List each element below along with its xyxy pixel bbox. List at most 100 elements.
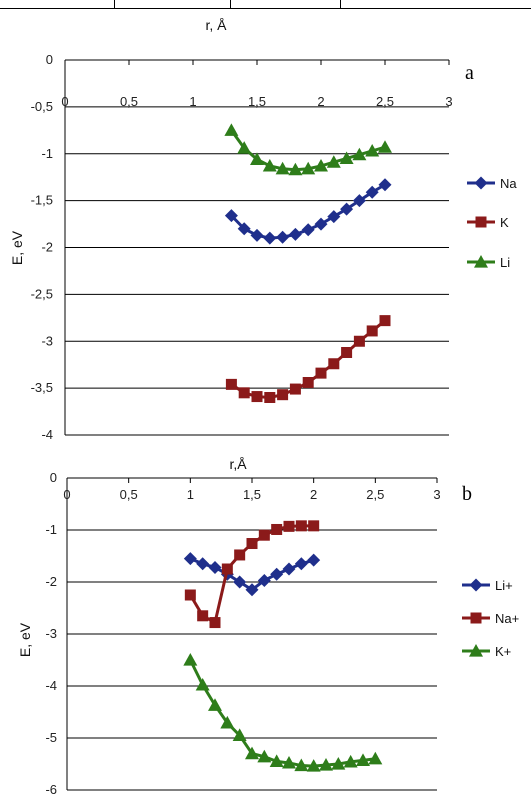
data-point xyxy=(238,387,250,399)
data-point xyxy=(288,162,303,176)
legend-marker xyxy=(470,612,482,624)
panel-label: b xyxy=(462,483,472,505)
legend-entry: Li+ xyxy=(462,578,513,593)
data-point xyxy=(224,123,239,136)
data-point xyxy=(277,389,289,401)
data-point xyxy=(224,209,238,223)
data-point xyxy=(368,751,383,765)
chart-panel-b: 0 -1 -2 -3 -4 -5 -6 0 0,5 1 1,5 2 2,5 3 r,Å E, eV b Li+ Na… xyxy=(17,456,519,794)
data-point xyxy=(365,185,379,199)
y-tick-label: -3 xyxy=(41,333,53,348)
legend-entry: Na xyxy=(467,176,517,191)
x-tick-label: 1 xyxy=(187,487,194,502)
data-point xyxy=(288,227,302,241)
chart-panel-a: 0 -0,5 -1 -1,5 -2 -2,5 -3 -3,5 -4 0 0,5 1 1,5 2 2,5 3 r,… xyxy=(9,17,517,442)
series-K+ xyxy=(183,653,383,772)
x-tick-label: 2,5 xyxy=(366,487,384,502)
x-axis-label: r,Å xyxy=(229,456,247,472)
data-point xyxy=(294,557,308,571)
data-point xyxy=(233,575,247,589)
data-point xyxy=(234,549,246,561)
y-tick-label: -4 xyxy=(45,678,57,693)
data-point xyxy=(326,155,341,168)
data-point xyxy=(314,158,328,172)
data-point xyxy=(232,728,247,741)
legend-label: Li+ xyxy=(495,578,513,593)
x-tick-label: 0 xyxy=(61,94,68,109)
data-point xyxy=(366,325,378,337)
y-tick-label: 0 xyxy=(46,52,53,67)
data-point xyxy=(378,178,392,192)
data-point xyxy=(263,231,277,245)
data-point xyxy=(327,210,341,224)
data-point xyxy=(379,315,391,327)
data-point xyxy=(275,161,290,175)
legend-label: Na xyxy=(500,176,517,191)
data-point xyxy=(262,158,277,172)
data-point xyxy=(289,383,301,395)
y-tick-label: -6 xyxy=(45,782,57,794)
y-tick-label: -2 xyxy=(45,574,57,589)
data-point xyxy=(352,194,366,208)
data-point xyxy=(328,358,340,370)
y-tick-label: -0,5 xyxy=(31,99,53,114)
legend-label: K+ xyxy=(495,644,511,659)
x-tick-label: 0,5 xyxy=(120,487,138,502)
y-tick-label: -5 xyxy=(45,730,57,745)
data-point xyxy=(269,754,284,767)
data-point xyxy=(184,589,196,601)
data-point xyxy=(208,560,222,574)
data-point xyxy=(196,557,210,571)
x-tick-label: 1 xyxy=(189,94,196,109)
data-point xyxy=(295,520,307,532)
top-table-border xyxy=(0,0,531,9)
data-point xyxy=(183,653,198,666)
series-line xyxy=(188,659,376,768)
data-point xyxy=(264,392,276,403)
legend-marker xyxy=(469,644,483,657)
y-axis-label: E, eV xyxy=(17,622,33,657)
data-point xyxy=(270,567,284,581)
legend-entry: K xyxy=(467,215,509,230)
data-point xyxy=(319,758,333,771)
data-point xyxy=(276,230,290,244)
x-tick-label: 3 xyxy=(433,487,440,502)
x-axis-label: r, Å xyxy=(205,17,227,33)
data-point xyxy=(352,147,367,161)
data-point xyxy=(257,749,272,763)
legend-label: Li xyxy=(500,255,510,270)
series-Na xyxy=(224,178,392,245)
data-point xyxy=(306,759,321,772)
legend-entry: Li xyxy=(467,255,510,270)
y-tick-label: -3,5 xyxy=(31,380,53,395)
data-point xyxy=(340,202,354,216)
y-tick-label: -1,5 xyxy=(31,193,53,208)
series-Li xyxy=(224,123,392,176)
y-axis-label: E, eV xyxy=(9,230,25,265)
data-point xyxy=(339,151,354,165)
data-point xyxy=(251,391,263,403)
data-point xyxy=(245,583,259,597)
series-Li+ xyxy=(183,552,321,597)
data-point xyxy=(331,757,346,770)
data-point xyxy=(197,610,209,622)
x-tick-label: 2,5 xyxy=(376,94,394,109)
legend-marker xyxy=(474,176,488,190)
x-tick-label: 1,5 xyxy=(243,487,261,502)
data-point xyxy=(283,520,295,532)
x-tick-label: 0,5 xyxy=(120,94,138,109)
data-point xyxy=(250,228,264,242)
x-tick-label: 2 xyxy=(310,487,317,502)
data-point xyxy=(302,377,314,388)
y-tick-label: -1 xyxy=(45,522,57,537)
data-point xyxy=(237,222,251,236)
x-tick-label: 3 xyxy=(445,94,452,109)
data-point xyxy=(258,529,270,541)
panel-label: a xyxy=(465,62,474,84)
data-point xyxy=(257,573,271,587)
data-point xyxy=(308,520,320,532)
data-point xyxy=(301,223,315,237)
data-point xyxy=(353,335,365,347)
data-point xyxy=(183,552,197,566)
